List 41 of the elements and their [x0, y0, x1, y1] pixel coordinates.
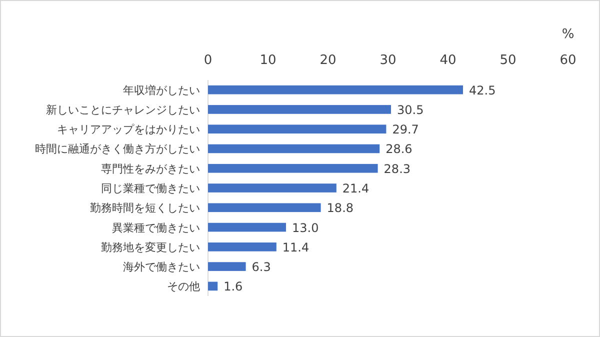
bar [208, 164, 378, 173]
data-label: 21.4 [342, 182, 370, 196]
y-tick-label: キャリアアップをはかりたい [57, 123, 200, 136]
bar [208, 222, 286, 232]
data-label: 30.5 [397, 102, 424, 117]
bar [208, 282, 218, 291]
y-tick-label: 勤務地を変更したい [101, 240, 200, 254]
y-tick-label: その他 [167, 280, 200, 294]
y-tick-label: 同じ業種で働きたい [101, 182, 200, 195]
data-label: 18.8 [326, 201, 354, 216]
y-tick-label: 専門性をみがきたい [101, 162, 200, 176]
y-tick-label: 海外で働きたい [123, 260, 200, 274]
x-tick-label: 60 [560, 53, 576, 68]
bar [208, 242, 276, 252]
x-tick-label: 10 [260, 53, 276, 68]
data-label: 6.3 [252, 260, 271, 274]
bar [208, 105, 391, 114]
data-label: 13.0 [292, 220, 319, 235]
x-axis-title: % [562, 27, 574, 42]
bar [208, 262, 246, 271]
bar [208, 184, 336, 192]
x-tick-label: 40 [440, 53, 456, 68]
x-tick-label: 20 [320, 53, 336, 68]
bar [208, 85, 463, 94]
y-tick-label: 時間に融通がきく働き方がしたい [35, 142, 200, 156]
data-label: 1.6 [224, 280, 243, 294]
bar [208, 144, 380, 154]
bar [208, 124, 386, 134]
x-tick-label: 30 [380, 53, 396, 68]
data-label: 42.5 [469, 83, 496, 98]
y-tick-label: 異業種で働きたい [112, 221, 200, 234]
bar [208, 203, 321, 212]
x-tick-label: 0 [204, 53, 212, 68]
data-label: 29.7 [392, 122, 419, 137]
y-tick-label: 新しいことにチャレンジしたい [46, 103, 200, 116]
data-label: 11.4 [282, 240, 310, 254]
y-tick-label: 勤務時間を短くしたい [90, 202, 200, 215]
y-tick-label: 年収増がしたい [123, 84, 200, 97]
x-tick-label: 50 [500, 53, 516, 68]
data-label: 28.3 [384, 162, 411, 176]
data-label: 28.6 [386, 142, 412, 156]
